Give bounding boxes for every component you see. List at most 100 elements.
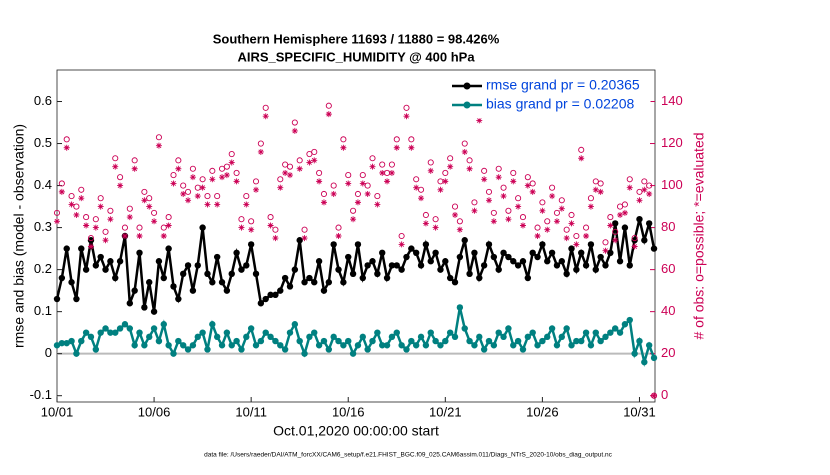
point	[58, 339, 66, 347]
point	[151, 218, 158, 225]
point	[369, 155, 376, 162]
point	[117, 174, 124, 181]
point	[68, 201, 75, 208]
point	[611, 220, 619, 227]
point	[170, 283, 177, 290]
point	[180, 342, 187, 349]
point	[73, 295, 80, 303]
point	[403, 104, 410, 111]
point	[262, 104, 269, 111]
point	[641, 178, 648, 185]
point	[282, 161, 289, 168]
point	[320, 190, 328, 198]
point	[291, 127, 298, 134]
point	[335, 337, 342, 345]
point	[597, 188, 604, 195]
point	[447, 155, 454, 162]
point	[92, 346, 100, 353]
point	[194, 333, 201, 341]
point	[427, 329, 434, 336]
point	[529, 188, 536, 195]
point	[340, 279, 347, 286]
point	[515, 203, 522, 210]
point	[238, 266, 245, 273]
point	[374, 270, 381, 278]
point	[150, 325, 158, 332]
point	[451, 333, 459, 341]
point	[548, 249, 556, 257]
point	[87, 243, 94, 250]
point	[417, 186, 425, 193]
point	[466, 165, 473, 172]
point	[296, 337, 303, 345]
point	[92, 224, 99, 231]
point	[374, 201, 381, 208]
point	[451, 279, 459, 286]
x-axis-label: Oct.01,2020 00:00:00 start	[273, 423, 439, 439]
point	[126, 214, 133, 221]
point	[146, 195, 153, 202]
point	[58, 274, 66, 282]
point	[218, 342, 226, 349]
point	[544, 258, 551, 265]
point	[272, 337, 279, 345]
point	[432, 216, 439, 223]
point	[500, 333, 507, 341]
point	[199, 224, 206, 231]
point	[112, 274, 119, 282]
point	[398, 266, 405, 273]
point	[388, 333, 396, 341]
point	[587, 195, 594, 202]
point	[345, 180, 352, 187]
x-tick-label: 10/26	[526, 404, 559, 419]
point	[558, 333, 566, 341]
point	[374, 193, 381, 200]
chart-title: Southern Hemisphere 11693 / 11880 = 98.4…	[213, 31, 500, 46]
point	[68, 279, 75, 286]
point	[592, 178, 599, 185]
point	[238, 216, 245, 223]
point	[437, 266, 444, 273]
point	[359, 333, 366, 341]
point	[631, 243, 638, 250]
x-tick-label: 10/16	[332, 404, 365, 419]
point	[170, 350, 177, 357]
y-tick-label: 0.6	[34, 93, 52, 108]
point	[427, 159, 434, 166]
point	[490, 209, 497, 216]
point	[301, 350, 308, 357]
point	[646, 182, 653, 189]
point	[248, 226, 255, 233]
point	[544, 218, 551, 225]
point	[233, 178, 240, 185]
point	[184, 346, 192, 353]
legend-label: bias grand pr = 0.02208	[486, 96, 634, 112]
legend-marker	[463, 82, 471, 90]
point	[384, 178, 391, 185]
point	[92, 262, 100, 269]
point	[641, 237, 648, 244]
point	[597, 180, 604, 187]
point	[607, 249, 614, 257]
point	[291, 119, 298, 126]
y2-tick-label: 80	[661, 219, 675, 234]
y-tick-label: 0.1	[34, 303, 52, 318]
point	[306, 151, 313, 158]
point	[379, 249, 386, 257]
point	[612, 228, 619, 235]
point	[519, 346, 527, 353]
x-tick-label: 10/31	[623, 404, 656, 419]
point	[107, 207, 114, 214]
point	[631, 235, 638, 242]
point	[155, 134, 162, 141]
point	[519, 222, 526, 229]
point	[563, 235, 570, 242]
point	[631, 237, 638, 244]
point	[408, 245, 415, 252]
point	[374, 329, 381, 336]
point	[180, 270, 187, 278]
x-tick-label: 10/01	[41, 404, 74, 419]
point	[437, 178, 444, 185]
point	[388, 262, 396, 269]
point	[281, 346, 289, 353]
